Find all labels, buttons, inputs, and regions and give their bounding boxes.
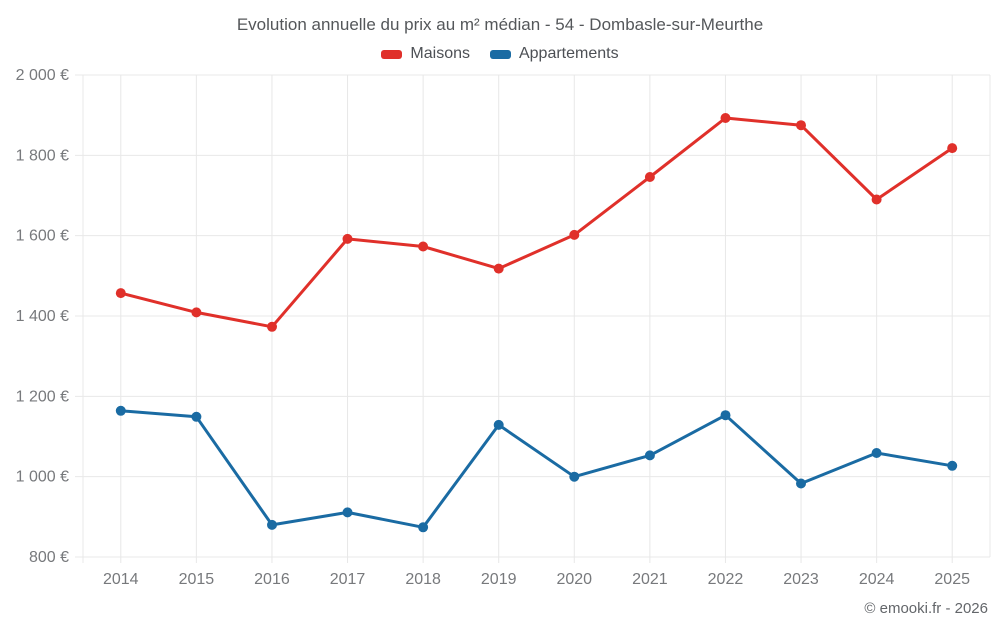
data-point-maisons-2019[interactable] — [493, 263, 504, 274]
data-point-maisons-2018[interactable] — [418, 241, 429, 252]
data-point-maisons-2017[interactable] — [342, 233, 353, 244]
series-line-appartements — [119, 409, 954, 529]
y-tick-label: 1 400 € — [16, 308, 69, 325]
y-tick-label: 800 € — [29, 549, 69, 566]
y-tick-label: 1 000 € — [16, 469, 69, 486]
data-point-appartements-2025[interactable] — [947, 460, 958, 471]
data-point-maisons-2015[interactable] — [191, 307, 202, 318]
legend-label-maisons: Maisons — [410, 45, 470, 62]
data-point-maisons-2024[interactable] — [871, 194, 882, 205]
x-tick-label: 2023 — [783, 571, 819, 588]
chart-title: Evolution annuelle du prix au m² médian … — [236, 15, 764, 34]
x-tick-label: 2024 — [859, 571, 895, 588]
legend-color-swatch-maisons — [381, 49, 403, 59]
data-point-appartements-2024[interactable] — [871, 448, 882, 458]
x-tick-label: 2022 — [708, 571, 744, 588]
legend-label-appartements: Appartements — [518, 45, 619, 62]
data-point-appartements-2023[interactable] — [796, 478, 806, 489]
data-point-appartements-2014[interactable] — [115, 405, 126, 416]
data-point-appartements-2021[interactable] — [644, 450, 655, 461]
series-line-maisons — [119, 116, 954, 329]
data-point-maisons-2022[interactable] — [720, 113, 731, 123]
y-tick-label: 1 200 € — [16, 388, 69, 405]
y-tick-label: 2 000 € — [16, 67, 69, 84]
data-point-appartements-2022[interactable] — [720, 410, 731, 421]
data-point-appartements-2018[interactable] — [418, 522, 429, 533]
data-point-appartements-2015[interactable] — [191, 411, 202, 422]
x-tick-label: 2025 — [934, 571, 970, 588]
data-point-maisons-2014[interactable] — [115, 288, 126, 299]
data-point-appartements-2017[interactable] — [342, 507, 353, 518]
legend-item-maisons[interactable]: Maisons — [381, 45, 470, 63]
watermark: © emooki.fr - 2026 — [864, 600, 988, 617]
y-tick-label: 1 800 € — [16, 147, 69, 164]
x-tick-label: 2018 — [405, 571, 441, 588]
data-point-maisons-2025[interactable] — [947, 143, 958, 154]
data-point-appartements-2019[interactable] — [493, 419, 504, 430]
x-tick-label: 2019 — [481, 571, 517, 588]
x-tick-label: 2017 — [330, 571, 366, 588]
legend-color-swatch-appartements — [489, 49, 511, 59]
x-tick-label: 2014 — [103, 571, 139, 588]
data-point-maisons-2016[interactable] — [267, 321, 277, 332]
data-point-appartements-2020[interactable] — [569, 471, 580, 482]
x-tick-label: 2015 — [179, 571, 215, 588]
x-tick-label: 2016 — [254, 571, 290, 588]
x-tick-label: 2021 — [632, 571, 668, 588]
y-tick-label: 1 600 € — [16, 228, 69, 245]
x-tick-label: 2020 — [556, 571, 592, 588]
data-point-maisons-2023[interactable] — [796, 120, 806, 131]
data-point-appartements-2016[interactable] — [267, 519, 277, 530]
legend: Maisons Appartements — [0, 45, 1000, 63]
legend-item-appartements[interactable]: Appartements — [489, 45, 619, 63]
data-point-maisons-2020[interactable] — [569, 229, 580, 240]
data-point-maisons-2021[interactable] — [644, 172, 655, 182]
